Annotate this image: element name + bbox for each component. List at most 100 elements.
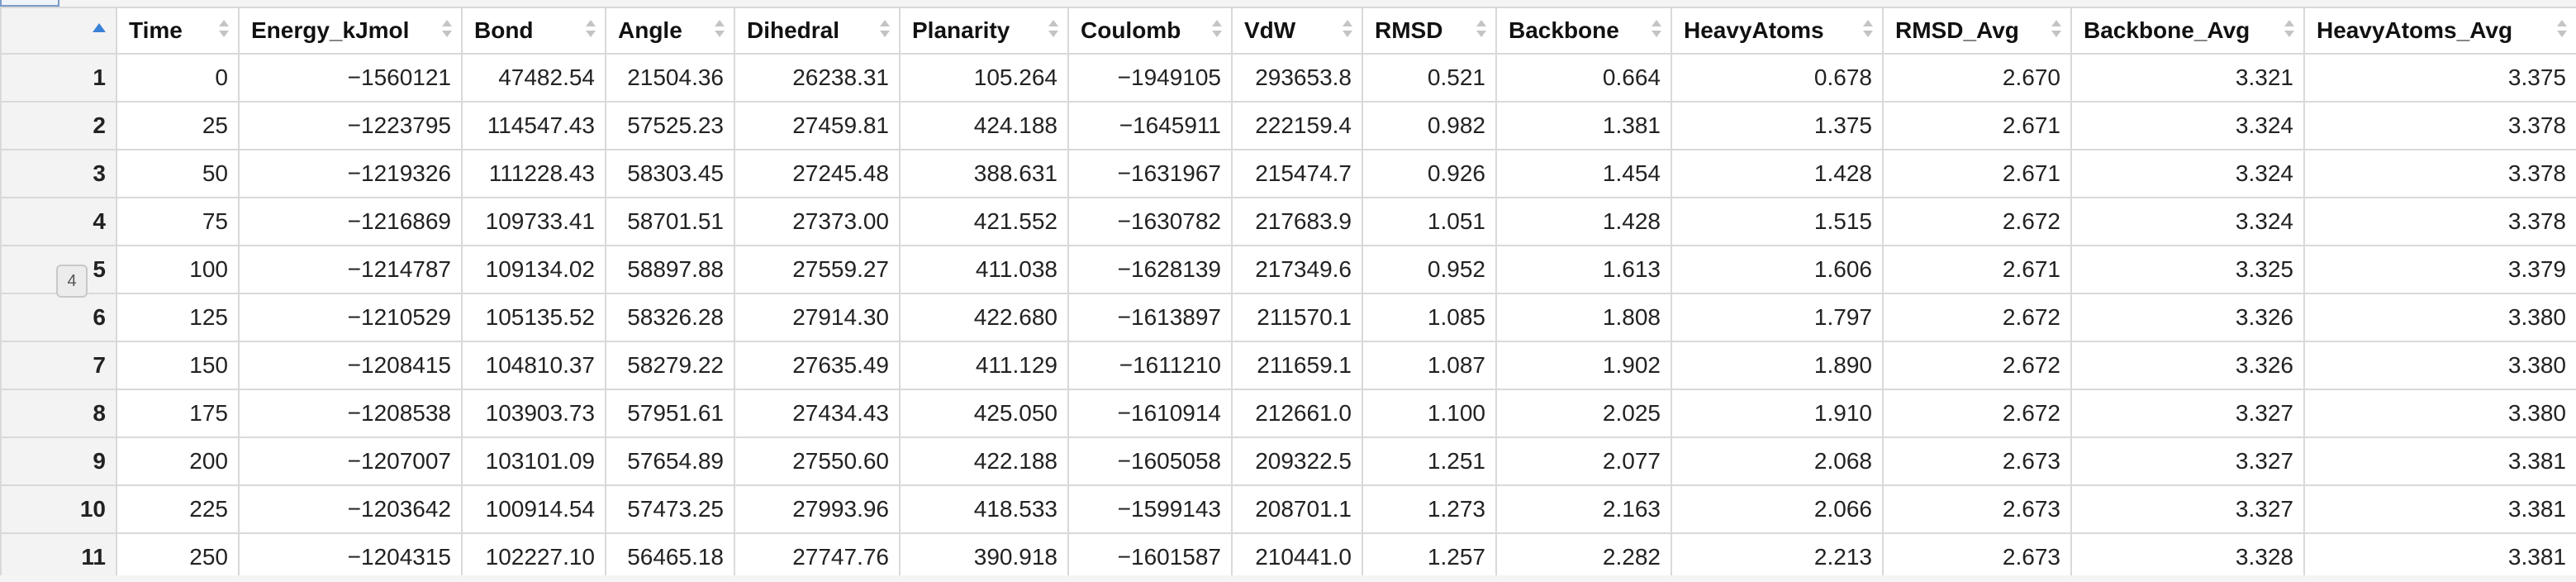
table-row[interactable]: 6 125 −1210529 105135.52 58326.28 27914.30 422…: [0, 293, 2576, 342]
table-cell: 1.454: [1495, 149, 1672, 198]
sort-arrows-icon[interactable]: [585, 18, 596, 41]
table-cell: 109134.02: [461, 245, 606, 294]
table-cell: 3.327: [2070, 389, 2305, 438]
table-cell: 105.264: [899, 53, 1069, 103]
table-row[interactable]: 5 100 −1214787 109134.02 58897.88 27559.27 411…: [0, 245, 2576, 294]
sort-arrows-icon[interactable]: [879, 18, 891, 41]
sort-down-icon: [1652, 31, 1661, 37]
row-number: 4: [0, 197, 117, 246]
corner-tab[interactable]: [0, 0, 59, 7]
table-cell: 3.326: [2070, 341, 2305, 390]
table-cell: 3.324: [2070, 101, 2305, 150]
table-row[interactable]: 4 75 −1216869 109733.41 58701.51 27373.00 421.…: [0, 197, 2576, 246]
column-header-planarity[interactable]: Planarity: [899, 7, 1069, 55]
column-header-label: Backbone_Avg: [2084, 17, 2250, 43]
table-cell: 114547.43: [461, 101, 606, 150]
table-cell: 58326.28: [605, 293, 735, 342]
table-cell: 2.163: [1495, 484, 1672, 534]
table-cell: 75: [116, 197, 240, 246]
column-header-backbone-avg[interactable]: Backbone_Avg: [2070, 7, 2305, 55]
column-header-coulomb[interactable]: Coulomb: [1067, 7, 1233, 55]
table-cell: −1216869: [238, 197, 463, 246]
table-cell: 217349.6: [1231, 245, 1363, 294]
table-row[interactable]: 1 0 −1560121 47482.54 21504.36 26238.31 105.26…: [0, 53, 2576, 103]
row-number-header[interactable]: [0, 7, 117, 55]
header-row: Time Energy_kJmol Bond Angle Dihedral Planari…: [0, 7, 2576, 55]
column-header-label: Coulomb: [1081, 17, 1181, 43]
sort-up-icon: [1048, 20, 1058, 26]
column-header-bond[interactable]: Bond: [461, 7, 606, 55]
row-number: 7: [0, 341, 117, 390]
table-cell: 100914.54: [461, 484, 606, 534]
table-cell: −1208415: [238, 341, 463, 390]
sort-arrows-icon[interactable]: [2284, 18, 2295, 41]
sort-arrows-icon[interactable]: [1211, 18, 1223, 41]
sort-arrows-icon[interactable]: [2051, 18, 2062, 41]
bottom-strip: [0, 575, 2576, 582]
table-row[interactable]: 11 250 −1204315 102227.10 56465.18 27747.76 39…: [0, 532, 2576, 582]
table-row[interactable]: 2 25 −1223795 114547.43 57525.23 27459.81 424.…: [0, 101, 2576, 150]
sort-arrows-icon[interactable]: [1651, 18, 1662, 41]
table-cell: 27373.00: [734, 197, 901, 246]
table-cell: 422.680: [899, 293, 1069, 342]
table-cell: 3.380: [2303, 341, 2576, 390]
column-header-dihedral[interactable]: Dihedral: [734, 7, 901, 55]
table-cell: −1605058: [1067, 436, 1233, 486]
table-cell: 1.375: [1671, 101, 1884, 150]
table-cell: 3.321: [2070, 53, 2305, 103]
sort-arrows-icon[interactable]: [218, 18, 230, 41]
column-header-label: Angle: [618, 17, 682, 43]
table-cell: 0.521: [1362, 53, 1497, 103]
table-row[interactable]: 3 50 −1219326 111228.43 58303.45 27245.48 388.…: [0, 149, 2576, 198]
table-cell: −1219326: [238, 149, 463, 198]
column-header-rmsd-avg[interactable]: RMSD_Avg: [1882, 7, 2072, 55]
table-cell: 27635.49: [734, 341, 901, 390]
table-cell: 26238.31: [734, 53, 901, 103]
sort-arrows-icon[interactable]: [1048, 18, 1059, 41]
table-cell: 1.808: [1495, 293, 1672, 342]
column-header-rmsd[interactable]: RMSD: [1362, 7, 1497, 55]
sort-arrows-icon[interactable]: [2556, 18, 2568, 41]
column-header-angle[interactable]: Angle: [605, 7, 735, 55]
table-cell: 388.631: [899, 149, 1069, 198]
column-header-backbone[interactable]: Backbone: [1495, 7, 1672, 55]
table-cell: 1.515: [1671, 197, 1884, 246]
table-cell: −1204315: [238, 532, 463, 582]
table-cell: −1223795: [238, 101, 463, 150]
table-row[interactable]: 9 200 −1207007 103101.09 57654.89 27550.60 422…: [0, 436, 2576, 486]
column-header-time[interactable]: Time: [116, 7, 240, 55]
sort-arrows-icon[interactable]: [441, 18, 453, 41]
sort-arrows-icon[interactable]: [1476, 18, 1487, 41]
sort-arrows-icon[interactable]: [714, 18, 725, 41]
sort-down-icon: [1343, 31, 1352, 37]
table-cell: −1628139: [1067, 245, 1233, 294]
table-row[interactable]: 10 225 −1203642 100914.54 57473.25 27993.96 41…: [0, 484, 2576, 534]
table-cell: 103903.73: [461, 389, 606, 438]
column-header-energy-kjmol[interactable]: Energy_kJmol: [238, 7, 463, 55]
table-cell: 2.213: [1671, 532, 1884, 582]
table-cell: 3.324: [2070, 197, 2305, 246]
column-header-heavyatoms-avg[interactable]: HeavyAtoms_Avg: [2303, 7, 2576, 55]
sort-arrows-icon[interactable]: [1862, 18, 1874, 41]
column-header-vdw[interactable]: VdW: [1231, 7, 1363, 55]
table-cell: 424.188: [899, 101, 1069, 150]
table-cell: −1645911: [1067, 101, 1233, 150]
sort-up-icon: [2557, 20, 2567, 26]
row-count-marker[interactable]: 4: [56, 265, 88, 298]
sort-ascending-icon[interactable]: [93, 23, 106, 32]
grid-body: 1 0 −1560121 47482.54 21504.36 26238.31 105.26…: [0, 53, 2576, 582]
sort-up-icon: [1476, 20, 1486, 26]
column-header-label: RMSD_Avg: [1895, 17, 2019, 43]
table-cell: 2.672: [1882, 389, 2072, 438]
column-header-heavyatoms[interactable]: HeavyAtoms: [1671, 7, 1884, 55]
sort-down-icon: [2284, 31, 2294, 37]
table-cell: 27550.60: [734, 436, 901, 486]
table-cell: 27747.76: [734, 532, 901, 582]
table-row[interactable]: 7 150 −1208415 104810.37 58279.22 27635.49 411…: [0, 341, 2576, 390]
table-cell: 27993.96: [734, 484, 901, 534]
table-row[interactable]: 8 175 −1208538 103903.73 57951.61 27434.43 425…: [0, 389, 2576, 438]
table-cell: 111228.43: [461, 149, 606, 198]
table-cell: 418.533: [899, 484, 1069, 534]
sort-arrows-icon[interactable]: [1342, 18, 1353, 41]
table-cell: −1599143: [1067, 484, 1233, 534]
